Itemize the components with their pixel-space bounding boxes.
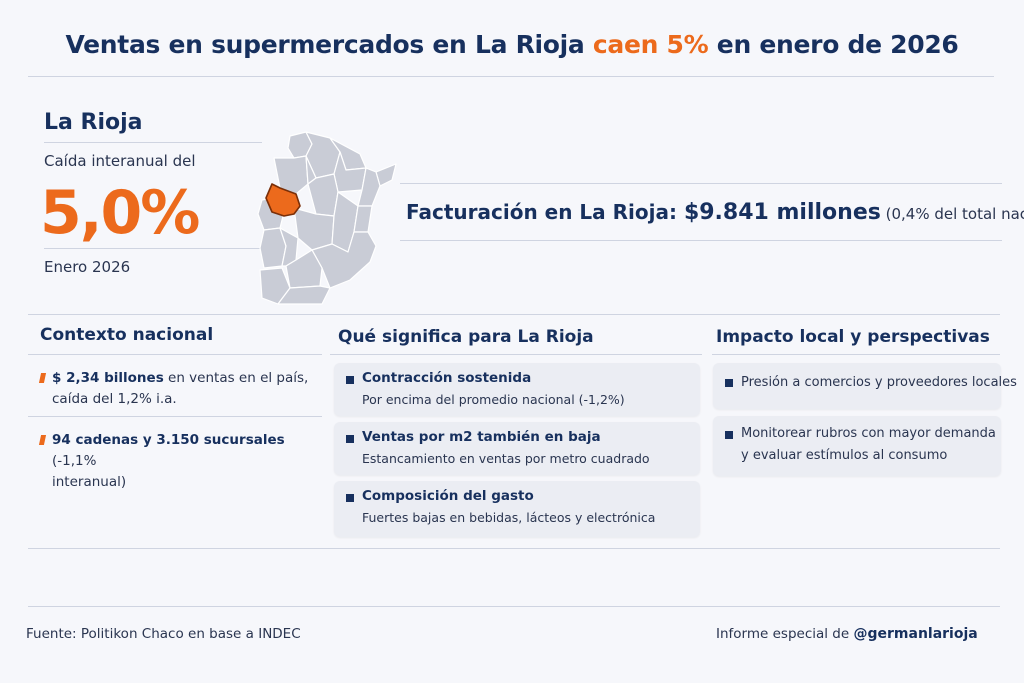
divider: [44, 248, 276, 249]
bullet-square-icon: [346, 494, 354, 502]
card-subtitle: Fuertes bajas en bebidas, lácteos y elec…: [362, 510, 656, 525]
card-text: Monitorear rubros con mayor demanda: [741, 426, 996, 441]
item-text: en ventas en el país,: [163, 370, 309, 386]
divider: [28, 606, 1000, 607]
province-rio-negro: [277, 285, 331, 305]
divider: [330, 354, 702, 355]
title-highlight: caen 5%: [592, 30, 709, 59]
province-santiago: [307, 173, 339, 217]
national-title: Contexto nacional: [40, 325, 214, 345]
billing-label: Facturación en La Rioja:: [406, 200, 684, 224]
item-text-line2: interanual): [52, 474, 127, 490]
billing-summary: Facturación en La Rioja: $9.841 millones…: [406, 200, 1024, 225]
bullet-square-icon: [725, 379, 733, 387]
billing-note: (0,4% del total nacional): [885, 205, 1024, 223]
card: Monitorear rubros con mayor demanda y ev…: [713, 416, 1001, 476]
credit: Informe especial de @germanlarioja: [716, 626, 978, 642]
drop-value: 5,0%: [40, 178, 200, 248]
bullet-square-icon: [346, 435, 354, 443]
card-title: Ventas por m2 también en baja: [362, 429, 601, 445]
period-label: Enero 2026: [44, 258, 131, 276]
bullet-square-icon: [725, 431, 733, 439]
card: Contracción sostenida Por encima del pro…: [334, 363, 700, 416]
meaning-title: Qué significa para La Rioja: [338, 327, 594, 347]
page-title: Ventas en supermercados en La Rioja caen…: [0, 30, 1024, 59]
card-title: Composición del gasto: [362, 488, 534, 504]
bullet-marker-icon: [38, 435, 47, 445]
divider: [400, 240, 1002, 241]
credit-label: Informe especial de: [716, 626, 854, 642]
drop-label: Caída interanual del: [44, 152, 196, 170]
divider: [28, 548, 1000, 549]
card: Ventas por m2 también en baja Estancamie…: [334, 422, 700, 475]
card: Composición del gasto Fuertes bajas en b…: [334, 481, 700, 537]
item-bold: 94 cadenas y 3.150 sucursales: [52, 432, 285, 448]
billing-value: $9.841 millones: [683, 200, 881, 225]
province-la-rioja: [265, 183, 301, 217]
card: Presión a comercios y proveedores locale…: [713, 363, 1017, 409]
card-subtitle: Por encima del promedio nacional (-1,2%): [362, 392, 625, 407]
argentina-map: [257, 131, 397, 305]
item-bold: $ 2,34 billones: [52, 370, 164, 386]
divider: [28, 416, 322, 417]
item-text-line2: caída del 1,2% i.a.: [52, 391, 177, 407]
card-title: Contracción sostenida: [362, 370, 532, 386]
source-note: Fuente: Politikon Chaco en base a INDEC: [26, 626, 301, 642]
list-item: 94 cadenas y 3.150 sucursales (-1,1% int…: [38, 430, 322, 493]
list-item: $ 2,34 billones en ventas en el país, ca…: [38, 368, 322, 410]
divider: [44, 142, 262, 143]
divider: [28, 314, 1000, 315]
card-text-line2: y evaluar estímulos al consumo: [741, 448, 948, 463]
item-text: (-1,1%: [52, 453, 97, 469]
card-text: Presión a comercios y proveedores locale…: [741, 375, 1017, 390]
divider: [28, 354, 322, 355]
divider: [400, 183, 1002, 184]
title-text: Ventas en supermercados en La Rioja: [65, 30, 593, 59]
card-subtitle: Estancamiento en ventas por metro cuadra…: [362, 451, 650, 466]
divider: [712, 354, 1000, 355]
credit-handle: @germanlarioja: [853, 626, 978, 642]
region-name: La Rioja: [44, 110, 143, 135]
title-text-end: en enero de 2026: [708, 30, 959, 59]
divider: [28, 76, 994, 77]
bullet-marker-icon: [38, 373, 47, 383]
bullet-square-icon: [346, 376, 354, 384]
impact-title: Impacto local y perspectivas: [716, 327, 990, 347]
